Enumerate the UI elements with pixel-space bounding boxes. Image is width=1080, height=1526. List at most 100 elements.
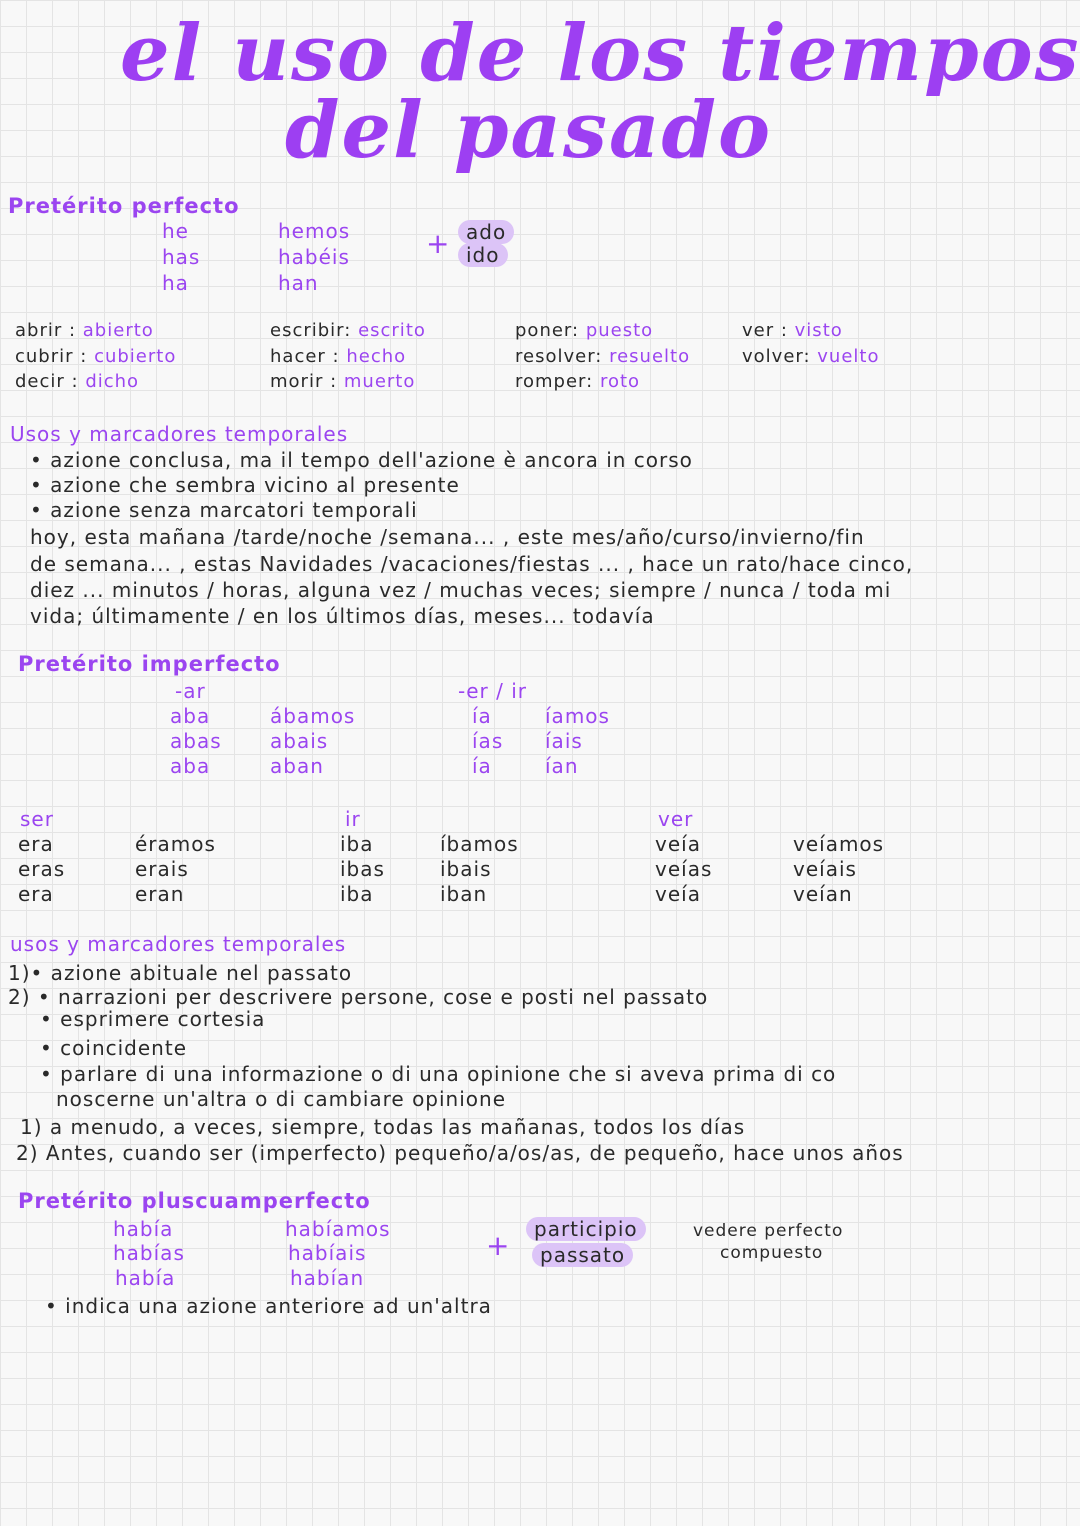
verb-infinitive: cubrir :	[15, 346, 88, 367]
note: compuesto	[720, 1243, 824, 1263]
irregular-participle: poner: puesto	[515, 319, 653, 343]
participio-highlight: passato	[532, 1243, 634, 1267]
verb-infinitive: hacer :	[270, 346, 340, 367]
conjugation-form: éramos	[135, 832, 216, 856]
page-title-line1: el uso de los tiempos	[120, 8, 1080, 99]
irregular-participle: volver: vuelto	[742, 345, 880, 369]
uso-item: • coincidente	[40, 1036, 187, 1060]
verb-participle: roto	[599, 371, 641, 392]
conjugation-form: ibais	[440, 857, 492, 881]
ending-highlight: ido	[458, 243, 508, 267]
conjugation-label: ir	[345, 807, 361, 831]
plus-sign: +	[486, 1229, 511, 1262]
conjugation-form: veíais	[793, 857, 857, 881]
uso-item: • azione che sembra vicino al presente	[30, 473, 460, 497]
conjugation-form: era	[18, 882, 54, 906]
aux: han	[278, 271, 319, 295]
heading-perfecto: Pretérito perfecto	[8, 194, 240, 218]
marcadores-line: 1) a menudo, a veces, siempre, todas las…	[20, 1115, 746, 1139]
irregular-participle: ver : visto	[742, 319, 843, 343]
conjugation-form: iba	[340, 882, 374, 906]
uso-item: • azione conclusa, ma il tempo dell'azio…	[30, 448, 693, 472]
verb-participle: resuelto	[609, 346, 691, 367]
uso-item: • indica una azione anteriore ad un'altr…	[45, 1294, 492, 1318]
conjugation-form: aba	[170, 754, 211, 778]
irregular-participle: abrir : abierto	[15, 319, 154, 343]
verb-participle: puesto	[585, 320, 654, 341]
aux: habéis	[278, 245, 350, 269]
verb-participle: escrito	[358, 320, 426, 341]
verb-participle: vuelto	[817, 346, 880, 367]
uso-item: • parlare di una informazione o di una o…	[40, 1062, 837, 1086]
verb-participle: visto	[794, 320, 843, 341]
conjugation-form: erais	[135, 857, 189, 881]
conjugation-form: ían	[545, 754, 579, 778]
uso-item: 2) • narrazioni per descrivere persone, …	[8, 985, 709, 1009]
conjugation-form: aban	[270, 754, 324, 778]
conjugation-form: veías	[655, 857, 713, 881]
verb-participle: muerto	[343, 371, 416, 392]
conjugation-form: ía	[472, 704, 492, 728]
marcadores-line: vida; últimamente / en los últimos días,…	[30, 604, 655, 628]
irregular-participle: decir : dicho	[15, 370, 139, 394]
aux: ha	[162, 271, 189, 295]
conjugation-form: íais	[545, 729, 583, 753]
usos-heading: usos y marcadores temporales	[10, 932, 347, 956]
verb-participle: abierto	[82, 320, 154, 341]
conjugation-label: ser	[20, 807, 54, 831]
aux: había	[113, 1217, 174, 1241]
verb-infinitive: resolver:	[515, 346, 603, 367]
conjugation-form: ías	[472, 729, 504, 753]
irregular-participle: morir : muerto	[270, 370, 415, 394]
conjugation-form: veían	[793, 882, 853, 906]
aux: habías	[113, 1241, 185, 1265]
note: vedere perfecto	[693, 1221, 844, 1241]
conjugation-form: iban	[440, 882, 488, 906]
conjugation-form: aba	[170, 704, 211, 728]
irregular-participle: hacer : hecho	[270, 345, 406, 369]
usos-heading: Usos y marcadores temporales	[10, 422, 349, 446]
conjugation-form: abais	[270, 729, 329, 753]
verb-infinitive: ver :	[742, 320, 788, 341]
aux: has	[162, 245, 201, 269]
verb-participle: dicho	[85, 371, 140, 392]
conjugation-form: iba	[340, 832, 374, 856]
conjugation-form: abas	[170, 729, 222, 753]
aux: he	[162, 219, 189, 243]
participio-highlight: participio	[526, 1217, 646, 1241]
conjugation-label: -ar	[175, 679, 206, 703]
verb-infinitive: decir :	[15, 371, 79, 392]
verb-infinitive: romper:	[515, 371, 594, 392]
aux: hemos	[278, 219, 351, 243]
uso-item: noscerne un'altra o di cambiare opinione	[56, 1087, 507, 1111]
verb-participle: cubierto	[94, 346, 177, 367]
conjugation-form: ía	[472, 754, 492, 778]
aux: habíais	[288, 1241, 367, 1265]
conjugation-form: era	[18, 832, 54, 856]
conjugation-form: eran	[135, 882, 185, 906]
heading-imperfecto: Pretérito imperfecto	[18, 652, 281, 676]
conjugation-form: eras	[18, 857, 66, 881]
conjugation-form: ibas	[340, 857, 385, 881]
aux: habíamos	[285, 1217, 391, 1241]
irregular-participle: cubrir : cubierto	[15, 345, 176, 369]
marcadores-line: diez ... minutos / horas, alguna vez / m…	[30, 578, 892, 602]
verb-infinitive: poner:	[515, 320, 580, 341]
page-title-line2: del pasado	[285, 85, 773, 176]
aux: habían	[290, 1266, 365, 1290]
irregular-participle: resolver: resuelto	[515, 345, 690, 369]
conjugation-label: ver	[658, 807, 694, 831]
verb-infinitive: volver:	[742, 346, 811, 367]
conjugation-form: íbamos	[440, 832, 519, 856]
heading-pluscuamperfecto: Pretérito pluscuamperfecto	[18, 1189, 371, 1213]
conjugation-form: veía	[655, 832, 701, 856]
uso-item: • azione senza marcatori temporali	[30, 498, 418, 522]
plus-sign: +	[426, 227, 451, 260]
verb-infinitive: morir :	[270, 371, 338, 392]
verb-infinitive: abrir :	[15, 320, 77, 341]
conjugation-label: -er / ir	[458, 679, 527, 703]
uso-item: 1)• azione abituale nel passato	[8, 961, 353, 985]
conjugation-form: veíamos	[793, 832, 885, 856]
uso-item: • esprimere cortesia	[40, 1007, 266, 1031]
marcadores-line: hoy, esta mañana /tarde/noche /semana...…	[30, 525, 865, 549]
